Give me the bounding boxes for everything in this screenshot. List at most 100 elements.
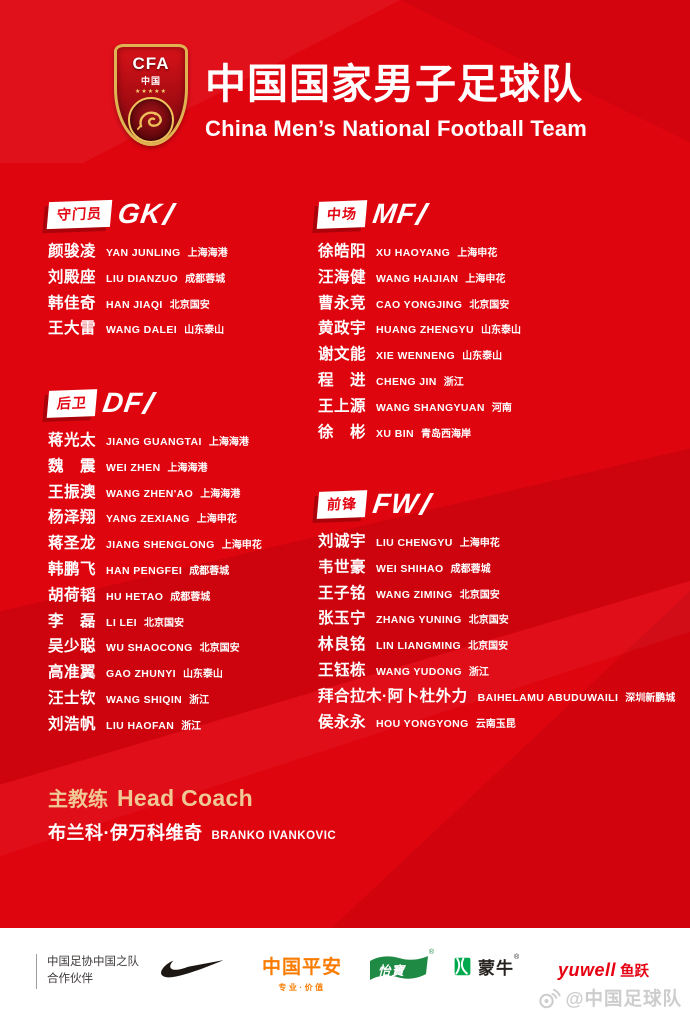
section-code: GK (116, 198, 173, 229)
section-code: FW (371, 488, 429, 519)
player-club: 成都蓉城 (170, 591, 211, 603)
player-pinyin: LIU HAOFAN (106, 719, 175, 732)
player-row: 王大雷 WANG DALEI 山东泰山 (48, 316, 378, 342)
player-name: 韦世豪 (318, 558, 367, 576)
player-row: 韩佳奇 HAN JIAQI 北京国安 (48, 291, 378, 317)
player-club: 深圳新鹏城 (625, 692, 676, 704)
player-name: 黄政宇 (318, 320, 367, 338)
player-club: 浙江 (189, 694, 210, 706)
player-club: 上海海港 (187, 248, 228, 259)
section-label-cn: 前锋 (316, 489, 368, 519)
partner-text: 中国足协中国之队 合作伙伴 (36, 954, 139, 989)
player-pinyin: WANG ZHEN'AO (106, 487, 194, 500)
player-club: 北京国安 (468, 641, 509, 653)
player-row: 魏 震 WEI ZHEN 上海海港 (48, 454, 378, 480)
player-row: 王子铭 WANG ZIMING 北京国安 (318, 581, 648, 607)
player-row: 王钰栋 WANG YUDONG 浙江 (318, 658, 648, 684)
nike-logo (158, 958, 224, 987)
player-club: 上海海港 (200, 488, 241, 500)
section-label-cn: 守门员 (46, 199, 113, 229)
player-name: 张玉宁 (318, 610, 367, 628)
player-pinyin: YANG ZEXIANG (106, 513, 190, 526)
dragon-emblem (128, 97, 174, 143)
player-pinyin: JIANG GUANGTAI (106, 436, 202, 448)
player-club: 浙江 (443, 376, 464, 388)
partner-line1: 中国足协中国之队 (47, 956, 139, 968)
player-row: 蒋圣龙 JIANG SHENGLONG 上海申花 (48, 531, 378, 557)
player-name: 汪士钦 (48, 689, 97, 707)
player-row: 汪士钦 WANG SHIQIN 浙江 (48, 686, 378, 712)
section-defenders: 后卫 DF 蒋光太 JIANG GUANGTAI 上海海港魏 震 WEI ZHEN 上海… (46, 387, 378, 738)
player-club: 上海申花 (221, 540, 262, 552)
coach-labels: 主教练 Head Coach (48, 783, 336, 812)
page-title-en: China Men’s National Football Team (205, 116, 588, 141)
player-pinyin: LIU DIANZUO (106, 272, 179, 285)
player-row: 吴少聪 WU SHAOCONG 北京国安 (48, 634, 378, 660)
pingan-logo: 中国平安 专业·价值 (262, 952, 342, 993)
player-name: 蒋圣龙 (48, 535, 97, 553)
player-club: 上海海港 (208, 437, 249, 448)
player-club: 浙江 (181, 720, 202, 732)
player-list: 蒋光太 JIANG GUANGTAI 上海海港魏 震 WEI ZHEN 上海海港 王振澳 W… (48, 428, 378, 738)
player-pinyin: XU HAOYANG (376, 247, 451, 259)
player-name: 程 进 (318, 371, 367, 389)
player-row: 林良铭 LIN LIANGMING 北京国安 (318, 632, 648, 658)
player-row: 蒋光太 JIANG GUANGTAI 上海海港 (48, 428, 378, 454)
player-club: 浙江 (468, 666, 489, 678)
cfa-shield: CFA 中国 ★★★★★ (114, 44, 188, 146)
coach-label-en: Head Coach (117, 785, 253, 811)
cfa-crest-logo: CFA 中国 ★★★★★ (114, 44, 188, 150)
player-pinyin: CHENG JIN (376, 375, 437, 388)
player-name: 王子铭 (318, 584, 367, 602)
player-pinyin: WEI SHIHAO (376, 562, 444, 575)
section-code: MF (371, 198, 426, 229)
player-club: 北京国安 (169, 299, 210, 311)
player-pinyin: HUANG ZHENGYU (376, 324, 474, 337)
player-name: 汪海健 (318, 268, 367, 286)
player-name: 侯永永 (318, 713, 367, 731)
player-pinyin: WANG DALEI (106, 324, 178, 337)
player-pinyin: WEI ZHEN (106, 461, 161, 474)
section-goalkeepers: 守门员 GK 颜骏凌 YAN JUNLING 上海海港 刘殿座 LIU DIANZUO 成… (46, 198, 378, 342)
player-pinyin: ZHANG YUNING (376, 614, 462, 627)
player-club: 山东泰山 (480, 325, 521, 337)
section-code: DF (101, 387, 153, 418)
partner-line2: 合作伙伴 (47, 973, 93, 986)
player-pinyin: XIE WENNENG (376, 350, 456, 363)
player-pinyin: LIU CHENGYU (376, 537, 453, 549)
mengniu-text: 蒙牛 (478, 959, 514, 978)
section-midfielders: 中场 MF 徐皓阳 XU HAOYANG 上海申花汪海健 WANG HAIJIAN 上海… (316, 198, 648, 446)
player-name: 刘诚宇 (318, 533, 367, 550)
player-pinyin: XU BIN (376, 427, 415, 440)
player-club: 北京国安 (469, 299, 510, 311)
stars-icon: ★★★★★ (135, 89, 167, 95)
player-pinyin: WANG SHANGYUAN (376, 401, 485, 414)
player-row: 韦世豪 WEI SHIHAO 成都蓉城 (318, 555, 648, 581)
player-row: 韩鹏飞 HAN PENGFEI 成都蓉城 (48, 557, 378, 583)
player-row: 王上源 WANG SHANGYUAN 河南 (318, 394, 648, 420)
player-list: 颜骏凌 YAN JUNLING 上海海港 刘殿座 LIU DIANZUO 成都蓉城 韩佳奇 H… (48, 239, 378, 342)
player-row: 刘殿座 LIU DIANZUO 成都蓉城 (48, 265, 378, 291)
player-club: 北京国安 (144, 617, 184, 629)
player-row: 拜合拉木·阿卜杜外力 BAIHELAMU ABUDUWAILI 深圳新鹏城 (318, 684, 675, 710)
player-name: 王上源 (318, 397, 367, 415)
nike-swoosh-icon (161, 960, 224, 978)
coach-names: 布兰科·伊万科维奇 BRANKO IVANKOVIC (48, 819, 336, 845)
player-name: 刘殿座 (48, 268, 97, 286)
player-row: 刘浩帆 LIU HAOFAN 浙江 (48, 712, 378, 738)
player-pinyin: HOU YONGYONG (376, 717, 469, 730)
player-club: 上海申花 (465, 273, 506, 285)
player-row: 徐 彬 XU BIN 青岛西海岸 (318, 420, 648, 446)
cestbon-flag-icon (370, 956, 428, 980)
player-pinyin: WANG HAIJIAN (376, 272, 459, 285)
player-list: 刘诚宇 LIU CHENGYU 上海申花 韦世豪 WEI SHIHAO 成都蓉城 王子铭 WA… (318, 529, 675, 735)
player-club: 上海申花 (196, 514, 237, 526)
pingan-slogan: 专业·价值 (278, 983, 326, 992)
section-label-cn: 中场 (316, 199, 368, 229)
player-club: 山东泰山 (462, 351, 503, 363)
player-name: 李 磊 (48, 612, 97, 630)
player-row: 黄政宇 HUANG ZHENGYU 山东泰山 (318, 316, 648, 342)
player-row: 徐皓阳 XU HAOYANG 上海申花 (318, 239, 648, 265)
player-pinyin: HAN JIAQI (106, 298, 163, 311)
player-name: 吴少聪 (48, 638, 97, 656)
